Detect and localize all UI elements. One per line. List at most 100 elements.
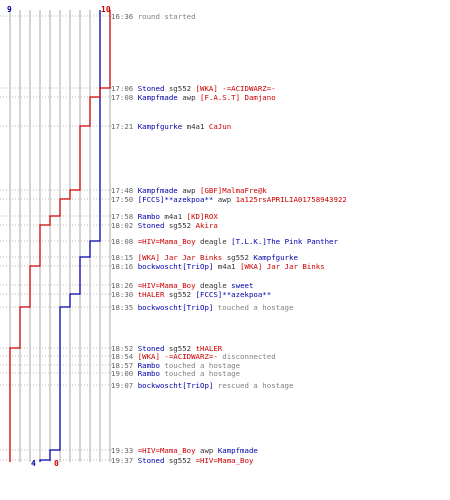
event-row: 16:36 round started [111, 11, 196, 22]
red-start-score: 10 [101, 5, 111, 14]
event-text: tHALER [195, 344, 223, 353]
event-row: 18:26 =HIV=Mama_Boy deagle sweet [111, 280, 253, 291]
event-text: m4a1 [159, 212, 187, 221]
event-text: Rambo [137, 361, 160, 370]
event-row: 19:00 Rambo touched a hostage [111, 368, 240, 379]
event-text: [GBF]MalmaFre@k [200, 186, 267, 195]
event-text: disconnected [217, 352, 276, 361]
event-row: 17:06 Stoned sg552 [WKA] -=ACIDWARZ=- [111, 83, 276, 94]
event-text: deagle [195, 281, 232, 290]
event-text: Stoned [137, 344, 165, 353]
event-text: [WKA] -=ACIDWARZ=- [137, 352, 218, 361]
event-text: awp [195, 446, 218, 455]
event-text: sg552 [164, 344, 196, 353]
event-text: m4a1 [213, 262, 241, 271]
event-text: Kampfmade [137, 186, 178, 195]
event-time: 17:06 [111, 84, 138, 93]
event-text: touched a hostage [159, 369, 241, 378]
event-row: 17:58 Rambo m4a1 [KD]ROX [111, 211, 218, 222]
event-time: 16:36 [111, 12, 138, 21]
event-time: 18:15 [111, 253, 138, 262]
event-text: bockwoscht[TriOp] [137, 262, 214, 271]
event-text: bockwoscht[TriOp] [137, 381, 214, 390]
event-row: 18:52 Stoned sg552 tHALER [111, 343, 222, 354]
event-text: [FCCS]**azekpoa** [195, 290, 272, 299]
event-text: Stoned [137, 456, 165, 465]
event-time: 17:08 [111, 93, 138, 102]
event-text: Kampfmade [217, 446, 258, 455]
event-time: 17:48 [111, 186, 138, 195]
event-time: 19:37 [111, 456, 138, 465]
event-text: [F.A.S.T] Damjano [200, 93, 276, 102]
event-text: awp [177, 186, 200, 195]
event-row: 18:15 [WKA] Jar Jar Binks sg552 Kampfgur… [111, 252, 298, 263]
event-row: 19:37 Stoned sg552 =HIV=Mama_Boy [111, 455, 253, 466]
red-end-score: 0 [54, 459, 59, 468]
blue-team-step-line [39, 10, 101, 462]
event-row: 19:07 bockwoscht[TriOp] rescued a hostag… [111, 380, 293, 391]
event-row: 18:57 Rambo touched a hostage [111, 360, 240, 371]
event-text: sg552 [164, 290, 196, 299]
event-time: 18:54 [111, 352, 138, 361]
event-row: 18:35 bockwoscht[TriOp] touched a hostag… [111, 302, 293, 313]
event-text: deagle [195, 237, 232, 246]
event-time: 18:16 [111, 262, 138, 271]
event-row: 17:08 Kampfmade awp [F.A.S.T] Damjano [111, 92, 276, 103]
event-text: bockwoscht[TriOp] [137, 303, 214, 312]
event-time: 18:30 [111, 290, 138, 299]
event-text: touched a hostage [159, 361, 241, 370]
event-text: [T.L.K.]The Pink Panther [231, 237, 338, 246]
event-time: 18:08 [111, 237, 138, 246]
event-time: 19:07 [111, 381, 138, 390]
event-text: Kampfgurke [137, 122, 183, 131]
event-text: 1a125rsAPRILIA01758943922 [235, 195, 347, 204]
event-row: 18:54 [WKA] -=ACIDWARZ=- disconnected [111, 351, 276, 362]
event-text: [WKA] -=ACIDWARZ=- [195, 84, 276, 93]
event-text: sweet [231, 281, 254, 290]
event-time: 19:33 [111, 446, 138, 455]
event-time: 18:52 [111, 344, 138, 353]
event-time: 17:50 [111, 195, 138, 204]
event-time: 19:00 [111, 369, 138, 378]
event-text: Stoned [137, 84, 165, 93]
red-team-step-line [9, 10, 111, 462]
event-row: 18:02 Stoned sg552 Akira [111, 220, 218, 231]
event-time: 18:26 [111, 281, 138, 290]
event-text: CaJun [208, 122, 232, 131]
event-text: [KD]ROX [186, 212, 218, 221]
event-text: [FCCS]**azekpoa** [137, 195, 214, 204]
event-text: round started [137, 12, 196, 21]
event-row: 18:16 bockwoscht[TriOp] m4a1 [WKA] Jar J… [111, 261, 325, 272]
event-time: 18:57 [111, 361, 138, 370]
event-time: 17:21 [111, 122, 138, 131]
event-text: touched a hostage [213, 303, 294, 312]
event-row: 18:08 =HIV=Mama_Boy deagle [T.L.K.]The P… [111, 236, 338, 247]
event-text: Rambo [137, 212, 160, 221]
event-text: =HIV=Mama_Boy [195, 456, 254, 465]
event-text: =HIV=Mama_Boy [137, 237, 196, 246]
event-text: Stoned [137, 221, 165, 230]
event-row: 17:48 Kampfmade awp [GBF]MalmaFre@k [111, 185, 267, 196]
event-row: 17:50 [FCCS]**azekpoa** awp 1a125rsAPRIL… [111, 194, 347, 205]
event-text: [WKA] Jar Jar Binks [240, 262, 325, 271]
event-text: rescued a hostage [213, 381, 294, 390]
event-text: Akira [195, 221, 218, 230]
event-text: sg552 [164, 84, 196, 93]
event-text: sg552 [164, 221, 196, 230]
event-text: Kampfmade [137, 93, 178, 102]
event-text: Kampfgurke [253, 253, 298, 262]
event-text: [WKA] Jar Jar Binks [137, 253, 223, 262]
event-text: sg552 [164, 456, 196, 465]
round-timeline-chart [0, 10, 112, 462]
event-row: 18:30 tHALER sg552 [FCCS]**azekpoa** [111, 289, 271, 300]
event-text: tHALER [137, 290, 165, 299]
blue-end-score: 4 [31, 459, 36, 468]
blue-start-score: 9 [7, 5, 12, 14]
event-text: awp [213, 195, 236, 204]
event-text: awp [177, 93, 200, 102]
event-row: 17:21 Kampfgurke m4a1 CaJun [111, 121, 231, 132]
event-time: 18:35 [111, 303, 138, 312]
event-text: Rambo [137, 369, 160, 378]
event-text: m4a1 [182, 122, 209, 131]
event-time: 17:58 [111, 212, 138, 221]
